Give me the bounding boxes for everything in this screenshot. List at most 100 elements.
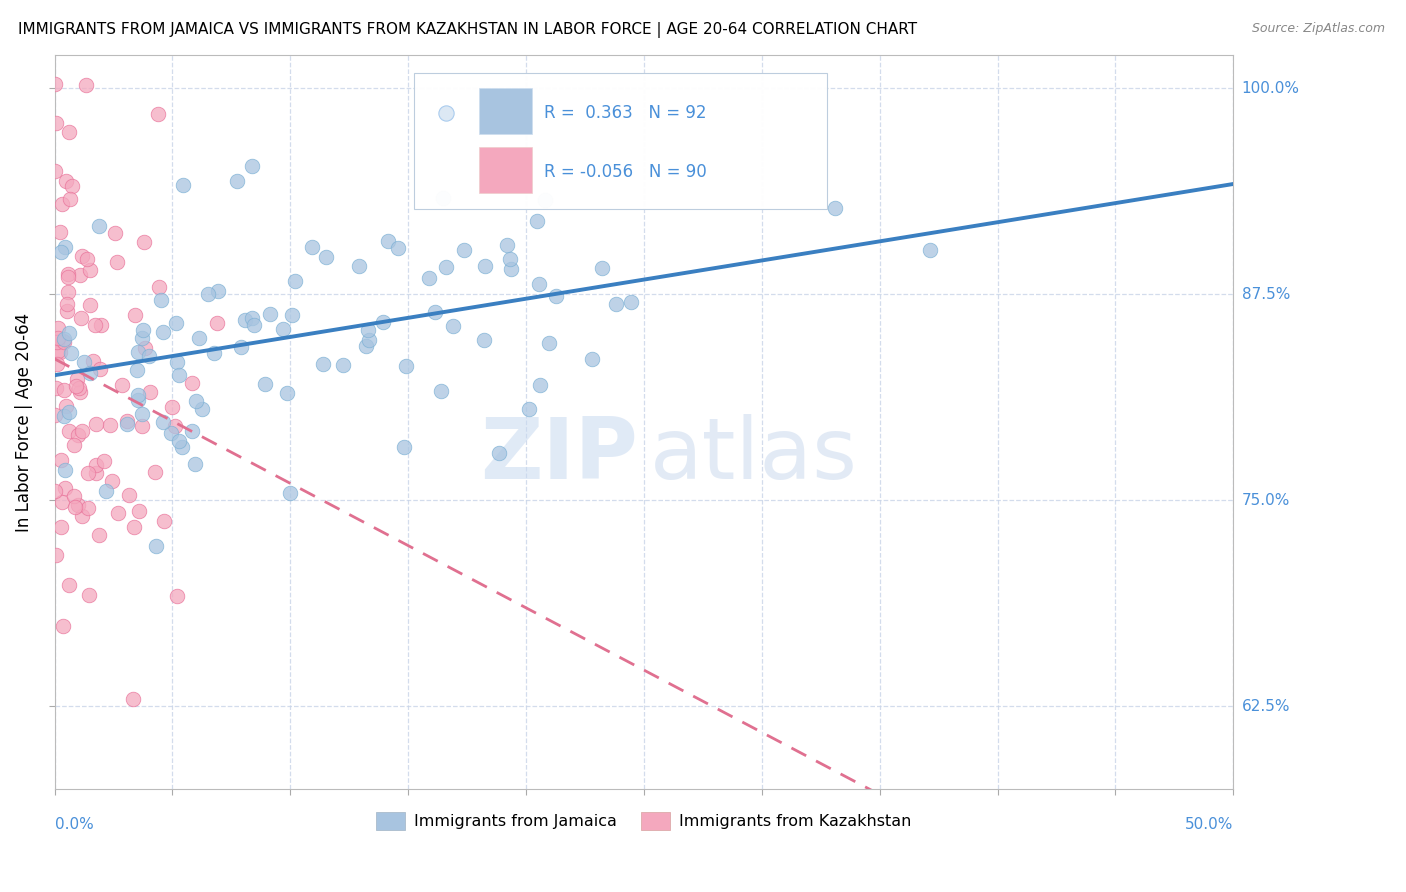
- Point: [63, 500, 86, 514]
- Point: [538, 336, 561, 351]
- Point: [517, 401, 540, 416]
- Point: [191, 401, 214, 416]
- Point: [183, 457, 205, 471]
- Point: [138, 349, 160, 363]
- Text: 50.0%: 50.0%: [1185, 817, 1233, 831]
- Point: [284, 274, 307, 288]
- Point: [824, 201, 846, 215]
- Point: [62, 178, 84, 193]
- Point: [434, 260, 457, 274]
- Point: [153, 514, 176, 528]
- Point: [55, 399, 77, 413]
- Point: [357, 334, 380, 348]
- Point: [172, 440, 194, 454]
- Point: [89, 361, 111, 376]
- Point: [127, 388, 149, 402]
- Point: [59, 192, 82, 206]
- Point: [69, 310, 91, 325]
- Point: [67, 498, 90, 512]
- Point: [101, 474, 124, 488]
- Point: [53, 334, 76, 349]
- Point: [104, 226, 127, 240]
- Point: [105, 254, 128, 268]
- Point: [55, 174, 77, 188]
- Point: [73, 355, 96, 369]
- Point: [84, 466, 107, 480]
- Point: [48, 225, 70, 239]
- Point: [70, 424, 93, 438]
- Point: [58, 267, 80, 281]
- Point: [526, 214, 548, 228]
- Point: [124, 308, 146, 322]
- Point: [167, 434, 190, 448]
- Point: [167, 368, 190, 383]
- Point: [90, 318, 112, 332]
- Point: [46, 344, 69, 359]
- Point: [51, 519, 73, 533]
- Point: [472, 333, 495, 347]
- Point: [60, 346, 83, 360]
- Point: [46, 331, 69, 345]
- Point: [395, 359, 418, 373]
- Point: [332, 358, 354, 372]
- Point: [65, 379, 87, 393]
- Text: 0.0%: 0.0%: [55, 817, 93, 831]
- Point: [430, 384, 453, 399]
- Point: [125, 362, 148, 376]
- Text: IMMIGRANTS FROM JAMAICA VS IMMIGRANTS FROM KAZAKHSTAN IN LABOR FORCE | AGE 20-64: IMMIGRANTS FROM JAMAICA VS IMMIGRANTS FR…: [18, 22, 917, 38]
- Legend: Immigrants from Jamaica, Immigrants from Kazakhstan: Immigrants from Jamaica, Immigrants from…: [370, 805, 918, 836]
- Text: 62.5%: 62.5%: [1241, 699, 1291, 714]
- Point: [70, 509, 93, 524]
- Point: [918, 244, 941, 258]
- Y-axis label: In Labor Force | Age 20-64: In Labor Force | Age 20-64: [15, 312, 32, 532]
- Point: [49, 345, 72, 359]
- Point: [259, 307, 281, 321]
- Point: [45, 548, 67, 562]
- Point: [77, 588, 100, 602]
- Point: [152, 415, 174, 429]
- Point: [122, 520, 145, 534]
- Point: [498, 252, 520, 266]
- Point: [76, 252, 98, 266]
- Point: [474, 260, 496, 274]
- Point: [163, 418, 186, 433]
- Point: [52, 334, 75, 349]
- Text: 75.0%: 75.0%: [1241, 492, 1289, 508]
- FancyBboxPatch shape: [413, 73, 827, 210]
- Point: [160, 425, 183, 440]
- Point: [197, 286, 219, 301]
- Point: [188, 331, 211, 345]
- Point: [53, 332, 76, 346]
- Point: [181, 424, 204, 438]
- Point: [229, 340, 252, 354]
- Point: [87, 528, 110, 542]
- Point: [181, 376, 204, 390]
- Point: [45, 357, 67, 371]
- Point: [131, 407, 153, 421]
- Text: Source: ZipAtlas.com: Source: ZipAtlas.com: [1251, 22, 1385, 36]
- Point: [139, 384, 162, 399]
- Point: [84, 458, 107, 472]
- Point: [240, 311, 263, 326]
- Point: [173, 178, 195, 192]
- Point: [66, 427, 89, 442]
- Point: [131, 331, 153, 345]
- Point: [67, 381, 90, 395]
- Point: [127, 393, 149, 408]
- Point: [44, 409, 66, 423]
- Point: [51, 197, 73, 211]
- Point: [75, 78, 97, 92]
- Text: atlas: atlas: [650, 414, 858, 497]
- Point: [387, 241, 409, 255]
- Point: [591, 261, 613, 276]
- Point: [127, 345, 149, 359]
- Point: [392, 440, 415, 454]
- Point: [254, 376, 277, 391]
- Point: [69, 384, 91, 399]
- Point: [145, 539, 167, 553]
- Point: [51, 245, 73, 260]
- Point: [53, 240, 76, 254]
- Point: [77, 500, 100, 515]
- Point: [45, 116, 67, 130]
- Point: [93, 454, 115, 468]
